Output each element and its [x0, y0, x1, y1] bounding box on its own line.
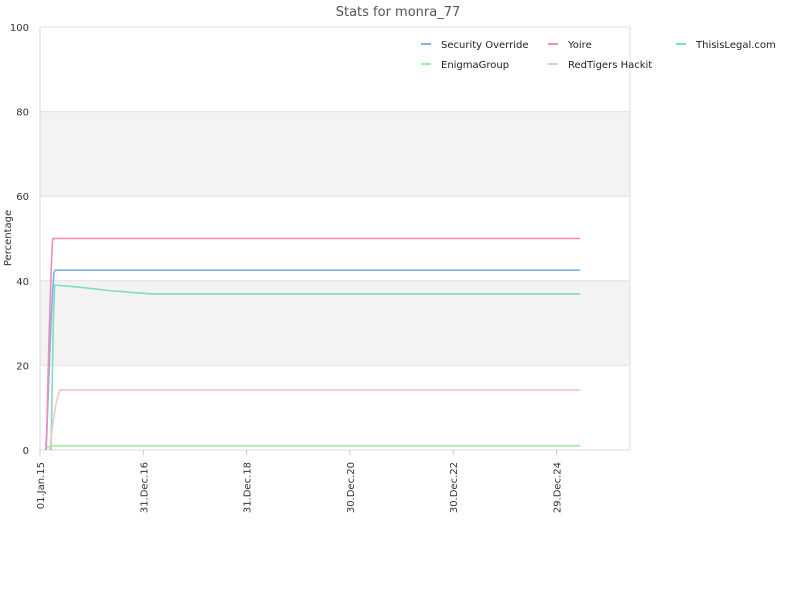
y-axis-label: Percentage [3, 210, 14, 266]
legend: Security Override Yoire ThisisLegal.com Eni… [421, 40, 776, 71]
x-tick-label: 31.Dec.16 [139, 462, 150, 513]
x-tick-label: 29.Dec.24 [553, 462, 564, 513]
legend-label: EnigmaGroup [441, 60, 509, 71]
x-tick-label: 30.Dec.22 [449, 462, 460, 513]
y-tick-labels: 0 20 40 60 80 100 [10, 23, 29, 457]
grid-band [40, 111, 630, 197]
legend-label: RedTigers Hackit [568, 60, 652, 71]
series-line-enigmagroup [46, 444, 581, 449]
x-tick-labels: 01.Jan.15 31.Dec.16 31.Dec.18 30.Dec.20 30.D… [36, 462, 564, 513]
grid-bands [40, 111, 630, 366]
legend-label: Security Override [441, 40, 529, 51]
series-line-yoire [44, 237, 581, 451]
x-tick-label: 31.Dec.18 [243, 462, 254, 513]
grid-band [40, 280, 630, 366]
chart-title: Stats for monra_77 [336, 5, 461, 20]
series-group [44, 237, 581, 451]
y-tick-label: 20 [16, 361, 29, 372]
y-tick-label: 40 [16, 277, 29, 288]
series-line-redtigers-hackit [48, 389, 581, 451]
x-tick-label: 01.Jan.15 [36, 462, 47, 509]
y-tick-label: 0 [23, 446, 29, 457]
series-line-thisislegal-com [50, 284, 581, 451]
y-tick-label: 80 [16, 108, 29, 119]
axes [39, 27, 631, 455]
x-tick-label: 30.Dec.20 [346, 462, 357, 513]
y-tick-label: 100 [10, 23, 29, 34]
legend-label: Yoire [567, 40, 592, 51]
y-tick-label: 60 [16, 192, 29, 203]
legend-label: ThisisLegal.com [695, 40, 776, 51]
